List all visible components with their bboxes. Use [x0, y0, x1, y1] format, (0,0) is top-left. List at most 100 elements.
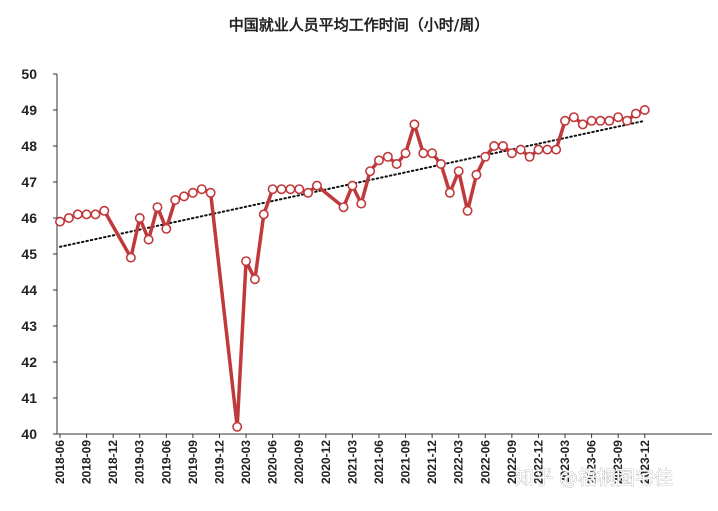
series-markers — [54, 105, 650, 432]
data-point — [568, 112, 579, 123]
data-point — [427, 148, 438, 159]
data-point — [613, 112, 624, 123]
data-point — [365, 166, 376, 177]
y-tick-label: 43 — [21, 318, 37, 334]
data-point — [81, 209, 92, 220]
y-axis: 40 41 42 43 44 45 46 47 48 49 50 — [21, 66, 58, 442]
data-point — [258, 209, 269, 220]
data-point — [400, 148, 411, 159]
data-point — [241, 256, 252, 267]
x-tick-label: 2022-06 — [478, 440, 492, 484]
y-tick-label: 40 — [21, 426, 37, 442]
data-point — [338, 202, 349, 213]
data-point — [630, 108, 641, 119]
data-point — [639, 105, 650, 116]
data-point — [586, 115, 597, 126]
x-tick-label: 2021-06 — [372, 440, 386, 484]
data-point — [551, 144, 562, 155]
x-tick-label: 2023-06 — [585, 440, 599, 484]
data-point — [622, 115, 633, 126]
data-point — [391, 159, 402, 170]
data-point — [515, 144, 526, 155]
data-point — [560, 115, 571, 126]
x-tick-label: 2018-12 — [106, 440, 120, 484]
data-point — [143, 234, 154, 245]
data-point — [524, 151, 535, 162]
data-point — [471, 169, 482, 180]
chart-title: 中国就业人员平均工作时间（小时/周） — [229, 16, 489, 34]
data-point — [347, 180, 358, 191]
data-point — [604, 115, 615, 126]
x-tick-label: 2019-03 — [133, 440, 147, 484]
y-tick-label: 42 — [21, 354, 37, 370]
data-point — [205, 187, 216, 198]
data-point — [170, 195, 181, 206]
x-tick-label: 2019-06 — [159, 440, 173, 484]
data-point — [595, 115, 606, 126]
y-tick-label: 49 — [21, 102, 37, 118]
y-tick-label: 46 — [21, 210, 37, 226]
data-point — [196, 184, 207, 195]
y-tick-label: 48 — [21, 138, 37, 154]
data-point — [134, 213, 145, 224]
y-tick-label: 45 — [21, 246, 37, 262]
x-tick-label: 2023-03 — [558, 440, 572, 484]
x-axis: 2018-06 2018-09 2018-12 2019-03 2019-06 2019-… — [53, 433, 712, 484]
x-tick-label: 2022-12 — [531, 440, 545, 484]
data-point — [533, 144, 544, 155]
data-point — [480, 151, 491, 162]
data-point — [249, 274, 260, 285]
data-point — [373, 155, 384, 166]
x-tick-label: 2020-12 — [319, 440, 333, 484]
x-tick-label: 2021-03 — [345, 440, 359, 484]
data-point — [179, 191, 190, 202]
x-tick-label: 2020-06 — [266, 440, 280, 484]
data-point — [90, 209, 101, 220]
data-point — [99, 205, 110, 216]
data-point — [54, 216, 65, 227]
x-tick-label: 2019-12 — [212, 440, 226, 484]
data-point — [187, 187, 198, 198]
data-point — [152, 202, 163, 213]
data-point — [63, 213, 74, 224]
data-point — [276, 184, 287, 195]
data-point — [489, 141, 500, 152]
x-tick-label: 2018-06 — [53, 440, 67, 484]
x-tick-label: 2023-09 — [611, 440, 625, 484]
y-tick-label: 44 — [21, 282, 37, 298]
data-point — [542, 144, 553, 155]
data-point — [303, 187, 314, 198]
data-point — [444, 187, 455, 198]
y-tick-label: 41 — [21, 390, 37, 406]
data-point — [462, 205, 473, 216]
data-point — [125, 252, 136, 263]
watermark: 知乎 @梧桐图宅佳 — [515, 467, 673, 489]
data-point — [267, 184, 278, 195]
data-point — [435, 159, 446, 170]
data-point — [506, 148, 517, 159]
data-point — [409, 119, 420, 130]
y-tick-label: 50 — [21, 66, 37, 82]
x-tick-label: 2023-12 — [638, 440, 652, 484]
data-point — [285, 184, 296, 195]
data-point — [72, 209, 83, 220]
data-point — [497, 141, 508, 152]
series-path — [59, 108, 646, 429]
series-line — [59, 108, 646, 429]
data-point — [356, 198, 367, 209]
x-tick-label: 2019-09 — [186, 440, 200, 484]
x-tick-label: 2021-09 — [399, 440, 413, 484]
data-point — [453, 166, 464, 177]
x-tick-label: 2020-03 — [239, 440, 253, 484]
data-point — [294, 184, 305, 195]
y-tick-label: 47 — [21, 174, 37, 190]
data-point — [161, 223, 172, 234]
x-tick-label: 2021-12 — [425, 440, 439, 484]
x-tick-label: 2020-09 — [292, 440, 306, 484]
data-point — [382, 151, 393, 162]
x-tick-label: 2018-09 — [80, 440, 94, 484]
data-point — [311, 180, 322, 191]
data-point — [418, 148, 429, 159]
x-tick-label: 2022-09 — [505, 440, 519, 484]
